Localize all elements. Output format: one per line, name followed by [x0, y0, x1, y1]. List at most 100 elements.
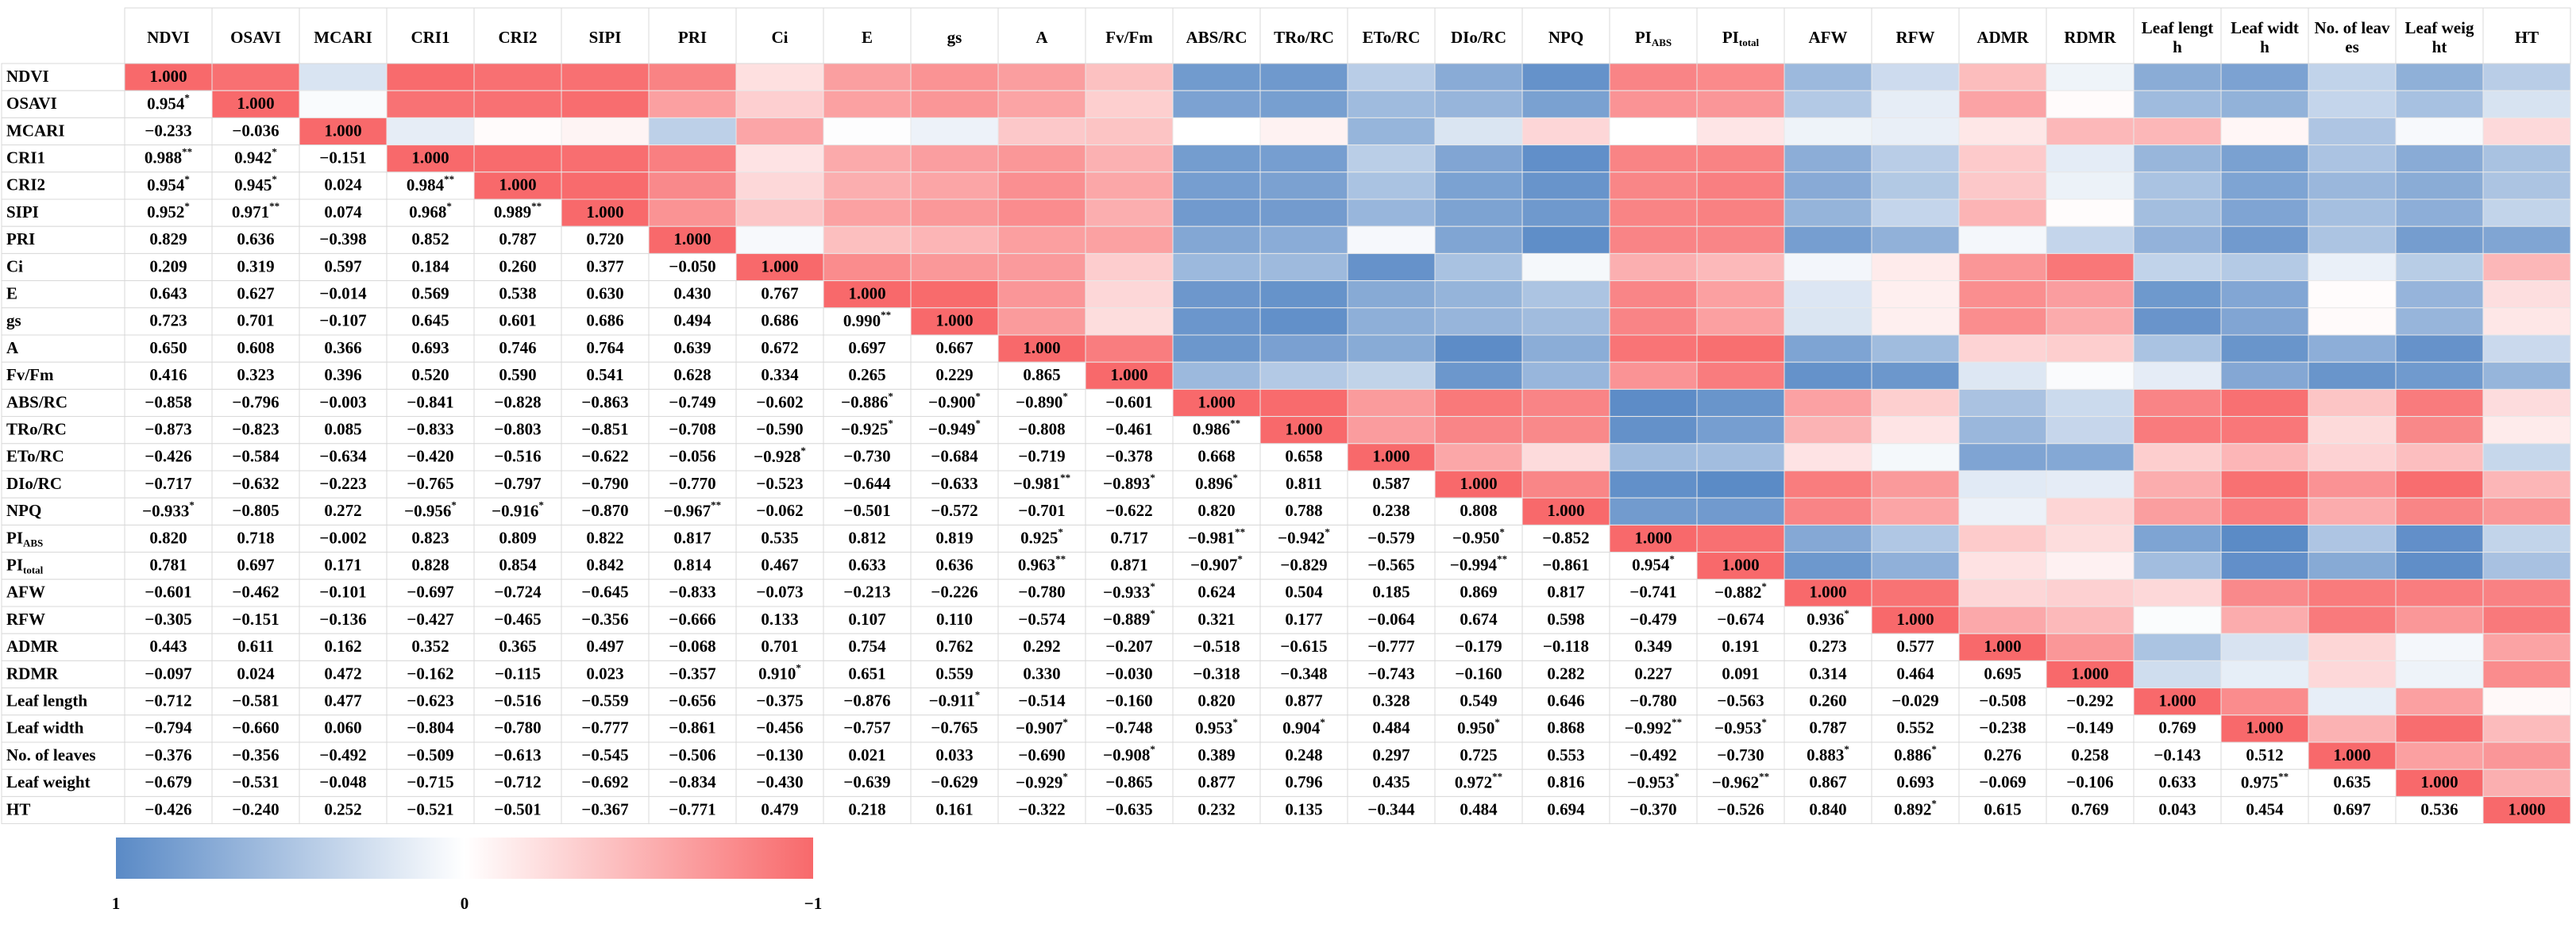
heat-cell — [910, 171, 999, 200]
table-cell — [299, 552, 388, 580]
cell-value: 0.024 — [237, 664, 275, 683]
significance: * — [888, 390, 893, 402]
heat-cell — [2046, 198, 2134, 227]
cell-value: −0.967** — [664, 499, 721, 520]
cell-number: −0.956 — [404, 501, 451, 520]
heat-cell — [1958, 225, 2047, 254]
heat-cell — [997, 252, 1086, 282]
heat-cell — [735, 198, 824, 227]
heat-cell — [1609, 416, 1698, 445]
cell-value: 0.762 — [935, 637, 973, 656]
cell-value: −0.375 — [756, 691, 803, 710]
table-cell — [211, 687, 300, 716]
heat-cell — [823, 90, 912, 118]
heat-cell — [1871, 552, 1960, 580]
cell-value: −0.911* — [929, 689, 981, 710]
heat-cell — [561, 90, 650, 118]
column-label: gs — [947, 28, 962, 47]
row-label-sub: ABS — [23, 537, 43, 549]
cell-value: −0.656 — [669, 691, 715, 710]
cell-value: 0.754 — [848, 637, 886, 656]
table-cell — [648, 633, 737, 661]
cell-value: 0.697 — [237, 556, 274, 575]
heat-cell — [2482, 579, 2571, 607]
heat-cell — [1521, 388, 1610, 418]
heat-cell — [473, 63, 562, 91]
cell-value: −0.777 — [581, 718, 628, 737]
heat-cell — [1434, 443, 1523, 472]
cell-value: 0.723 — [149, 311, 187, 330]
heat-cell — [1347, 90, 1436, 118]
header-cell — [1172, 7, 1261, 64]
heat-cell — [2395, 633, 2484, 661]
table-cell — [823, 361, 912, 390]
table-cell — [299, 252, 388, 282]
cell-value: 0.598 — [1547, 610, 1584, 629]
heat-cell — [2308, 416, 2397, 445]
cell-value: −0.106 — [2066, 772, 2113, 791]
table-cell — [1259, 768, 1348, 797]
cell-value: 0.569 — [411, 284, 449, 303]
heat-cell — [1958, 144, 2047, 173]
heat-cell — [1085, 144, 1174, 173]
row-header — [1, 741, 125, 770]
table-cell — [1172, 795, 1261, 825]
cell-value: 0.043 — [2158, 799, 2196, 818]
cell-value: −0.356 — [581, 610, 628, 629]
cell-value: −0.743 — [1367, 664, 1414, 683]
table-cell — [648, 443, 737, 472]
cell-value: 1.000 — [2420, 772, 2458, 791]
table-cell — [386, 660, 475, 689]
heat-cell — [2482, 225, 2571, 254]
cell-number: −0.953 — [1714, 718, 1761, 737]
cell-value: −0.916* — [492, 499, 544, 520]
column-label: Fv/Fm — [1105, 28, 1153, 47]
table-cell — [386, 524, 475, 553]
significance: * — [1150, 743, 1155, 755]
heat-cell — [1085, 117, 1174, 146]
table-cell — [2046, 687, 2134, 716]
cell-value: −0.461 — [1105, 420, 1152, 439]
cell-value: 0.877 — [1197, 772, 1235, 791]
cell-number: 0.896 — [1195, 474, 1232, 493]
cell-value: 0.074 — [324, 202, 362, 221]
row-header — [1, 714, 125, 743]
column-label: ADMR — [1976, 28, 2029, 47]
cell-value: −0.398 — [319, 229, 366, 248]
cell-value: −0.907* — [1190, 553, 1243, 575]
row-label: ABS/RC — [6, 392, 67, 411]
significance: * — [1150, 580, 1155, 592]
heat-cell — [1259, 280, 1348, 309]
heat-cell — [997, 307, 1086, 336]
cell-value: −0.765 — [931, 718, 978, 737]
heat-cell — [1259, 198, 1348, 227]
row-label: SIPI — [6, 202, 39, 221]
cell-value: 0.276 — [1984, 745, 2021, 764]
cell-value: 0.896* — [1195, 472, 1238, 493]
cell-value: −0.925* — [841, 418, 893, 439]
table-cell — [735, 606, 824, 634]
heat-cell — [2046, 63, 2134, 91]
cell-value: 0.328 — [1372, 691, 1409, 710]
significance: * — [1761, 580, 1767, 592]
cell-value: 1.000 — [1547, 501, 1584, 520]
heat-cell — [2395, 714, 2484, 743]
heat-cell — [2308, 117, 2397, 146]
heat-cell — [997, 171, 1086, 200]
cell-value: −0.501 — [494, 799, 541, 818]
cell-value: 0.552 — [1896, 718, 1934, 737]
significance: * — [1494, 716, 1500, 728]
cell-value: 0.954* — [147, 173, 190, 194]
table-cell — [648, 795, 737, 825]
heat-cell — [1609, 144, 1698, 173]
heat-cell — [997, 225, 1086, 254]
cell-value: 0.229 — [935, 365, 973, 384]
cell-value: −0.865 — [1105, 772, 1152, 791]
cell-value: 0.553 — [1547, 745, 1584, 764]
heat-cell — [2133, 280, 2222, 309]
heat-cell — [1958, 307, 2047, 336]
heat-cell — [1609, 334, 1698, 363]
heat-cell — [648, 63, 737, 91]
heat-cell — [2395, 416, 2484, 445]
cell-value: 0.536 — [2420, 799, 2458, 818]
